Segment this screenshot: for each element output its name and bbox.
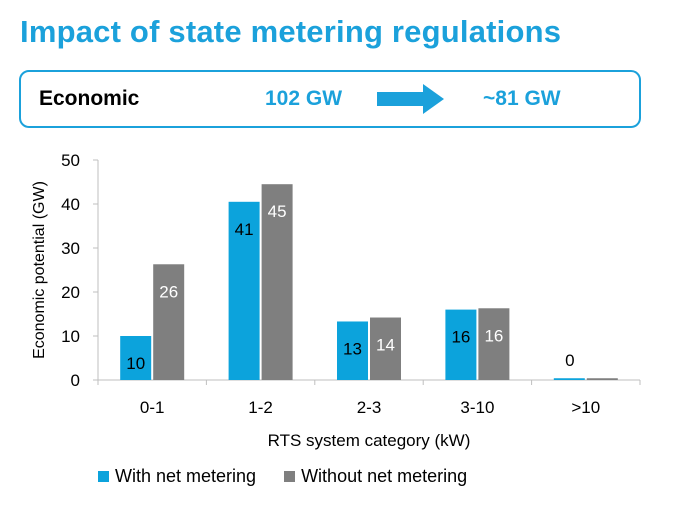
y-tick-label: 10 [61,327,80,346]
legend-label-with: With net metering [115,466,257,486]
bar-with-net-metering-1-2 [228,201,260,380]
y-tick-label: 50 [61,151,80,170]
legend-item-with-net-metering: With net metering [98,466,256,487]
bar-without-net-metering->10 [586,378,618,380]
x-tick-label: 3-10 [460,398,494,417]
legend-swatch-with [98,471,109,482]
y-tick-label: 40 [61,195,80,214]
data-label: 16 [484,326,503,345]
data-label: 10 [126,354,145,373]
y-tick-label: 30 [61,239,80,258]
legend-swatch-without [284,471,296,482]
bar-without-net-metering-1-2 [261,184,293,380]
data-label: 14 [376,336,395,355]
bar-without-net-metering-3-10 [478,308,510,380]
data-label: 45 [268,202,287,221]
bar-with-net-metering-2-3 [337,321,368,380]
y-axis-title: Economic potential (GW) [31,181,48,359]
summary-label: Economic [39,87,140,110]
bar-with-net-metering-0-1 [120,336,152,380]
data-label: 13 [343,339,362,358]
data-label: 41 [235,220,254,239]
chart-legend: With net metering Without net metering [98,466,467,487]
data-label: 26 [159,282,178,301]
annotation-label: 0 [565,351,574,370]
summary-box: Economic 102 GW ~81 GW [19,70,641,128]
page-title: Impact of state metering regulations [20,14,562,49]
x-tick-label: 1-2 [248,398,273,417]
summary-from-value: 102 GW [265,87,343,110]
bar-with-net-metering->10 [553,378,585,380]
bar-without-net-metering-2-3 [370,317,401,380]
summary-to-value: ~81 GW [483,87,561,110]
x-tick-label: >10 [571,398,600,417]
y-tick-label: 0 [71,371,80,390]
x-tick-label: 0-1 [140,398,165,417]
right-arrow-shape [377,84,444,114]
y-tick-label: 20 [61,283,80,302]
x-tick-label: 2-3 [357,398,382,417]
x-axis-title: RTS system category (kW) [268,431,471,450]
bar-chart: 0 10 20 30 40 50 Economic potential (GW) 10 26 0-… [31,151,641,450]
right-arrow-icon [377,83,445,120]
bar-with-net-metering-3-10 [445,309,477,380]
legend-item-without-net-metering: Without net metering [284,466,467,487]
legend-label-without: Without net metering [301,466,468,486]
data-label: 16 [451,328,470,347]
bar-without-net-metering-0-1 [153,264,185,380]
